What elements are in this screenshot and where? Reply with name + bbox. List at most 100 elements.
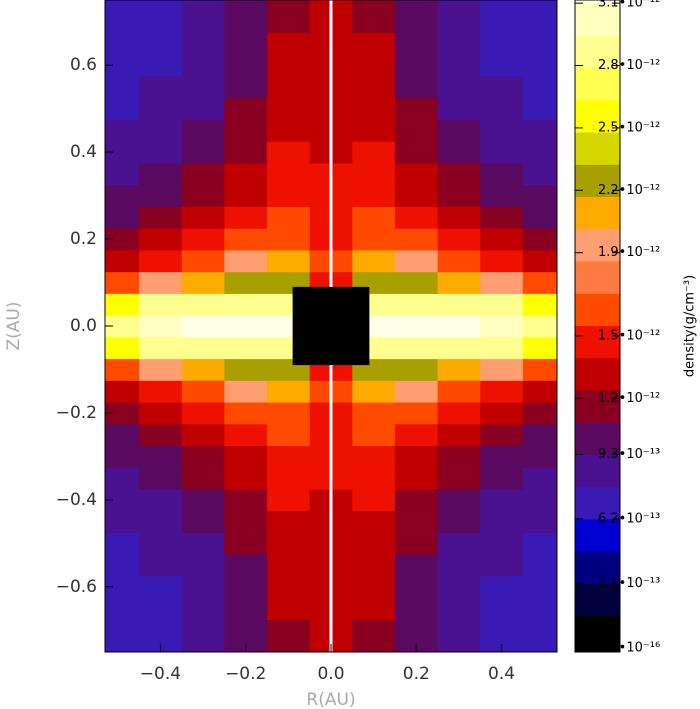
density-cell	[105, 336, 140, 360]
density-cell	[224, 489, 268, 512]
density-cell	[522, 228, 558, 251]
density-cell	[139, 228, 183, 251]
density-cell	[352, 380, 396, 403]
density-cell	[394, 358, 439, 381]
density-cell	[352, 184, 396, 207]
density-cell	[139, 510, 183, 533]
density-cell	[437, 249, 481, 273]
overlay	[292, 286, 370, 366]
density-cell	[522, 597, 558, 620]
density-cell	[267, 467, 311, 490]
density-cell	[437, 76, 481, 99]
density-cell	[224, 206, 268, 229]
density-cell	[139, 0, 183, 34]
inner-boundary	[292, 286, 370, 366]
density-cell	[352, 402, 396, 425]
plot-frame	[104, 0, 558, 653]
density-cell	[139, 206, 183, 229]
density-cell	[267, 141, 311, 164]
density-cell	[105, 510, 140, 533]
density-cell	[352, 119, 396, 142]
density-cell	[181, 619, 225, 653]
density-cell	[224, 467, 268, 490]
density-cell	[522, 445, 558, 468]
density-cell	[139, 445, 183, 468]
density-cell	[224, 597, 268, 620]
density-cell	[480, 336, 524, 360]
density-cell	[522, 293, 558, 316]
density-cell	[522, 141, 558, 164]
colorbar-tick-label: 2.2•10⁻¹²	[598, 183, 660, 198]
y-tick-label: 0.0	[70, 316, 97, 336]
density-cell	[437, 184, 481, 207]
density-cell	[267, 554, 311, 577]
density-cell	[437, 271, 481, 294]
density-cell	[105, 358, 140, 381]
density-cell	[181, 358, 225, 381]
density-cell	[105, 423, 140, 447]
density-cell	[267, 32, 311, 55]
y-tick-label: 0.4	[70, 142, 97, 162]
density-cell	[437, 532, 481, 555]
density-cell	[480, 119, 524, 142]
density-cell	[352, 228, 396, 251]
y-tick-label: −0.4	[56, 490, 97, 510]
density-cell	[181, 97, 225, 121]
density-cell	[105, 489, 140, 512]
colorbar-tick-label: 1.0•10⁻¹⁶	[598, 640, 660, 655]
density-cell	[181, 119, 225, 142]
density-cell	[522, 532, 558, 555]
density-cell	[352, 0, 396, 34]
density-cell	[480, 271, 524, 294]
density-cell	[105, 619, 140, 653]
density-cell	[437, 97, 481, 121]
density-cell	[181, 184, 225, 207]
density-cell	[394, 315, 439, 338]
density-cell	[480, 380, 524, 403]
colorbar-tick-label: 3.1•10⁻¹²	[598, 0, 660, 11]
density-cell	[105, 402, 140, 425]
density-cell	[139, 467, 183, 490]
density-cell	[394, 336, 439, 360]
density-cell	[139, 489, 183, 512]
density-cell	[181, 54, 225, 77]
density-cell	[224, 271, 268, 294]
density-cell	[105, 97, 140, 121]
density-cell	[480, 0, 524, 34]
density-cell	[480, 358, 524, 381]
density-cell	[437, 575, 481, 599]
density-cell	[139, 575, 183, 599]
density-cell	[224, 163, 268, 186]
y-tick-label: −0.2	[56, 403, 97, 423]
x-tick-label: 0.4	[488, 664, 515, 684]
density-cell	[352, 575, 396, 599]
colorbar-band	[575, 518, 620, 552]
density-cell	[181, 293, 225, 316]
colorbar-band	[575, 454, 620, 488]
density-cell	[480, 554, 524, 577]
density-cell	[267, 228, 311, 251]
density-cell	[480, 163, 524, 186]
density-cell	[181, 315, 225, 338]
density-cell	[181, 0, 225, 34]
density-cell	[105, 575, 140, 599]
x-axis-label: R(AU)	[306, 690, 355, 709]
density-cell	[522, 358, 558, 381]
density-cell	[267, 184, 311, 207]
density-cell	[105, 380, 140, 403]
density-cell	[181, 467, 225, 490]
density-cell	[139, 315, 183, 338]
density-cell	[224, 336, 268, 360]
density-cell	[352, 423, 396, 447]
density-cell	[181, 271, 225, 294]
density-cell	[181, 575, 225, 599]
density-cell	[139, 54, 183, 77]
colorbar-band	[575, 422, 620, 455]
density-cell	[352, 532, 396, 555]
colorbar-band	[575, 196, 620, 230]
colorbar-band	[575, 615, 620, 653]
density-cell	[139, 380, 183, 403]
density-cell	[394, 467, 439, 490]
density-cell	[522, 619, 558, 653]
density-cell	[437, 467, 481, 490]
